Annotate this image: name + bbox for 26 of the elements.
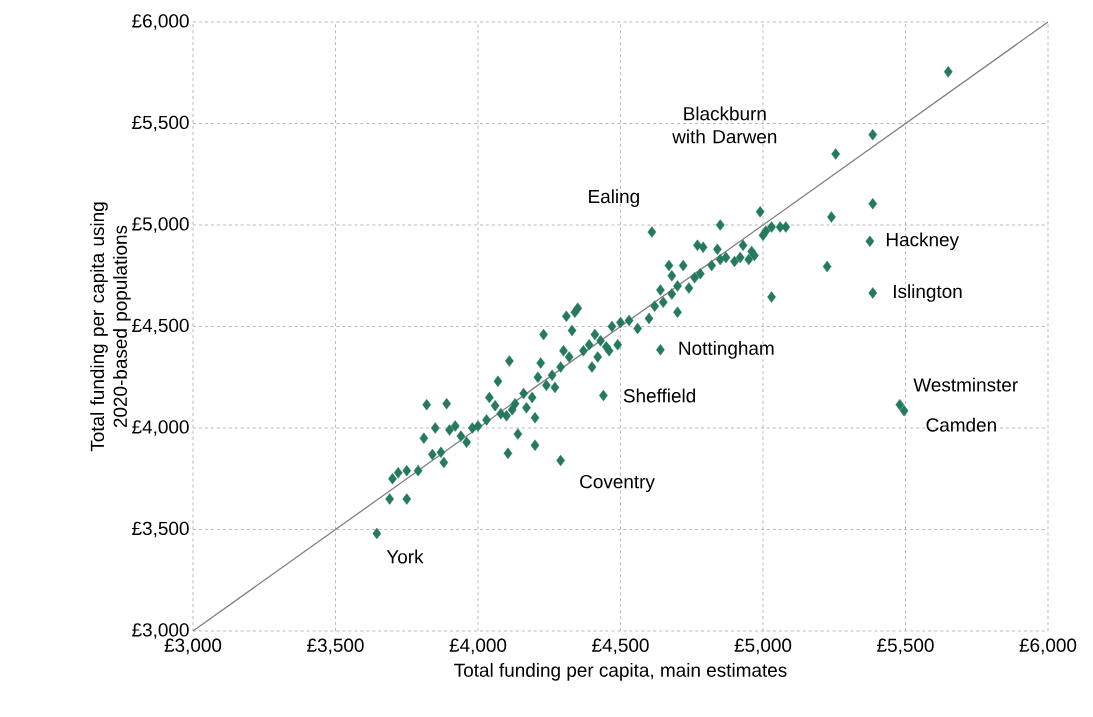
annotation: York [386,549,424,564]
x-axis-title: Total funding per capita, main estimates [454,663,787,681]
x-tick-label: £5,000 [734,638,792,655]
x-tick-label: £3,500 [307,638,364,655]
x-tick-label: £4,500 [592,638,649,655]
y-tick-label: £4,000 [132,420,189,436]
annotation: Westminster [913,377,1018,392]
y-axis-title: Total funding per capita using 2020-based populations [90,202,131,452]
annotation: Hackney [886,232,959,251]
annotation: Blackburn with Darwen [672,106,777,144]
y-tick-label: £6,000 [132,14,189,30]
annotation: Nottingham [679,341,774,359]
y-tick-label: £5,000 [132,217,189,233]
annotation: Camden [926,417,996,432]
annotation: Ealing [589,189,639,207]
x-tick-label: £6,000 [1019,638,1077,655]
x-tick-label: £3,000 [164,638,222,655]
y-tick-label: £4,500 [132,318,189,335]
annotation: Sheffield [623,388,696,403]
y-tick-label: £3,500 [132,521,189,538]
y-tick-label: £5,500 [132,115,189,132]
x-tick-label: £4,000 [449,638,507,655]
y-tick-label: £3,000 [132,623,189,639]
annotation: Islington [894,284,962,302]
x-tick-label: £5,500 [877,638,934,655]
annotation: Coventry [580,474,655,493]
